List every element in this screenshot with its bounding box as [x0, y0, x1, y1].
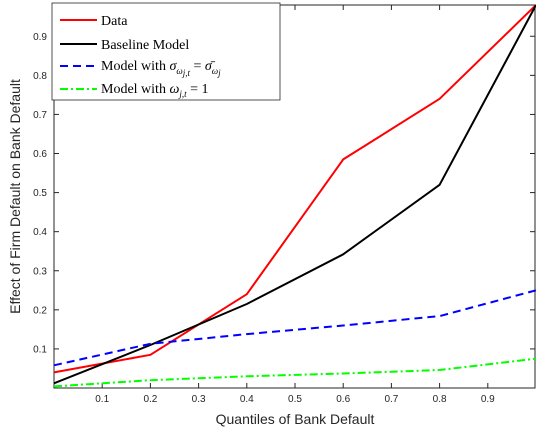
x-tick-label: 0.6: [336, 394, 350, 405]
y-tick-label: 0.7: [33, 110, 47, 121]
series-line-0: [53, 4, 536, 374]
x-tick-label: 0.3: [192, 394, 206, 405]
y-tick-label: 0.8: [33, 71, 47, 82]
x-tick-label: 0.5: [288, 394, 302, 405]
legend-label-data: Data: [101, 14, 128, 29]
plot-area: [53, 4, 536, 389]
x-tick-label: 0.2: [143, 394, 157, 405]
y-tick-label: 0.6: [33, 149, 47, 160]
x-tick-label: 0.9: [481, 394, 495, 405]
legend-label-baseline: Baseline Model: [101, 38, 189, 53]
y-tick-label: 0.5: [33, 188, 47, 199]
series-line-1: [53, 4, 536, 385]
y-axis-label: Effect of Firm Default on Bank Default: [7, 79, 23, 314]
y-tick-label: 0.9: [33, 32, 47, 43]
x-tick-label: 0.8: [433, 394, 447, 405]
x-tick-label: 0.1: [95, 394, 109, 405]
legend: Data Baseline Model Model with σωj,t = σ…: [51, 2, 281, 101]
y-tick-label: 0.4: [33, 227, 47, 238]
y-tick-label: 0.1: [33, 344, 47, 355]
x-axis-label: Quantiles of Bank Default: [216, 411, 375, 427]
x-tick-label: 0.4: [240, 394, 254, 405]
legend-label-sigma-model: Model with σωj,t = σ̄ωj: [101, 59, 221, 78]
series-line-3: [53, 357, 536, 388]
series-line-2: [53, 289, 536, 367]
y-tick-label: 0.3: [33, 266, 47, 277]
y-tick-label: 0.2: [33, 305, 47, 316]
series-lines: [53, 4, 536, 388]
x-tick-label: 0.7: [384, 394, 398, 405]
tick-labels: 0.1 0.2 0.3 0.4 0.5 0.6 0.7 0.8 0.9 0.1 0.2 0.3 0.4 0…: [33, 32, 495, 405]
legend-label-omega-model: Model with ωj,t = 1: [101, 82, 209, 99]
